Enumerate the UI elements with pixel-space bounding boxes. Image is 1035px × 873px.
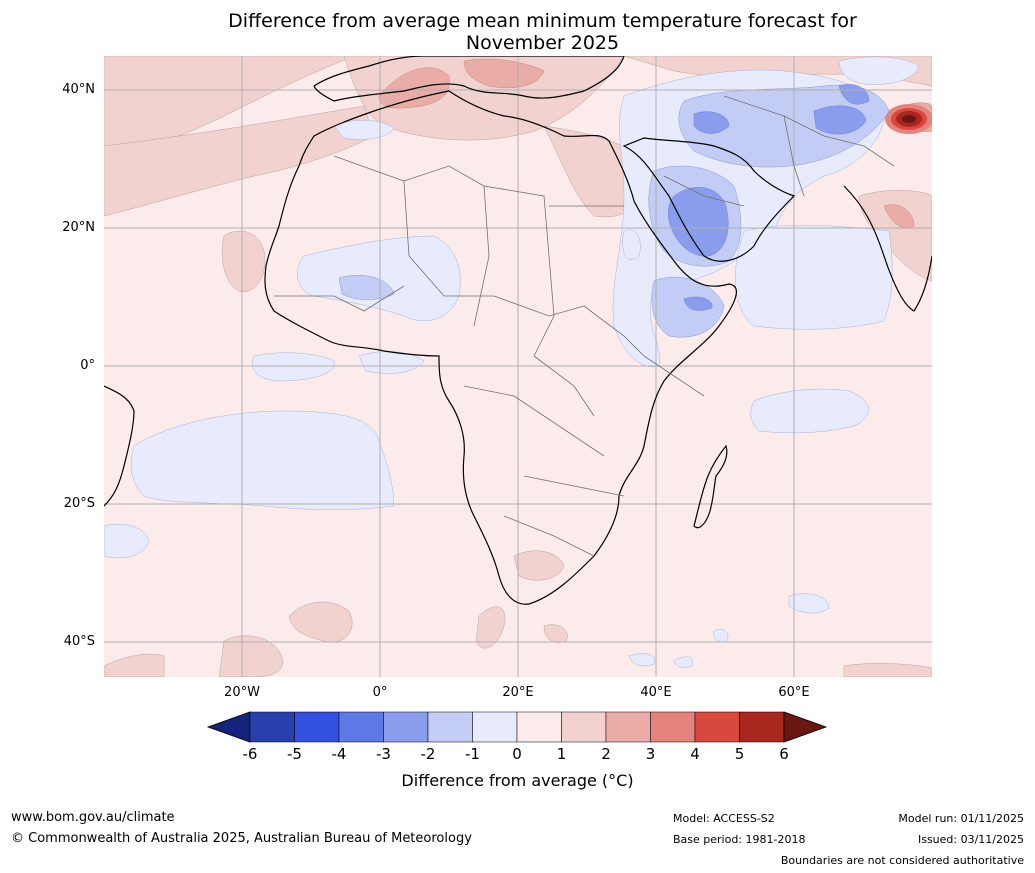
colorbar-tick-label: 0 bbox=[512, 745, 522, 763]
title-line-2: November 2025 bbox=[465, 32, 620, 54]
lat-label-40s: 40°S bbox=[63, 634, 95, 649]
colorbar-segment bbox=[561, 711, 607, 743]
footer-disclaimer: Boundaries are not considered authoritat… bbox=[780, 854, 1024, 867]
lon-label-60e: 60°E bbox=[778, 685, 810, 700]
colorbar-segment bbox=[739, 711, 785, 743]
lat-label-20n: 20°N bbox=[62, 220, 95, 235]
footer-website[interactable]: www.bom.gov.au/climate bbox=[11, 810, 175, 825]
coastlines bbox=[104, 56, 932, 605]
country-borders bbox=[274, 95, 895, 557]
colorbar-tick-label: -1 bbox=[465, 745, 480, 763]
colorbar-segment bbox=[650, 711, 696, 743]
lon-label-0: 0° bbox=[372, 685, 388, 700]
chart-title: Difference from average mean minimum tem… bbox=[0, 10, 1035, 54]
colorbar-tick-label: -3 bbox=[376, 745, 391, 763]
lat-label-equator: 0° bbox=[80, 358, 95, 373]
lat-label-20s: 20°S bbox=[63, 496, 95, 511]
footer-model: Model: ACCESS-S2 bbox=[673, 812, 775, 825]
colorbar-segment bbox=[605, 711, 651, 743]
graticule bbox=[104, 56, 932, 677]
colorbar-tick-label: 5 bbox=[735, 745, 745, 763]
lon-label-20e: 20°E bbox=[502, 685, 534, 700]
footer-model-run: Model run: 01/11/2025 bbox=[898, 812, 1024, 825]
lat-label-40n: 40°N bbox=[62, 82, 95, 97]
colorbar-tick-label: -5 bbox=[287, 745, 302, 763]
colorbar: -6 -5 -4 -3 -2 -1 0 1 2 3 4 5 6 bbox=[206, 711, 828, 763]
colorbar-segment bbox=[427, 711, 473, 743]
colorbar-tick-label: 2 bbox=[601, 745, 611, 763]
colorbar-tick-label: 1 bbox=[557, 745, 567, 763]
colorbar-segment bbox=[694, 711, 740, 743]
colorbar-extend-low bbox=[206, 711, 251, 743]
map-panel bbox=[104, 56, 932, 677]
colorbar-tick-label: -2 bbox=[421, 745, 436, 763]
colorbar-tick-label: 4 bbox=[690, 745, 700, 763]
lon-label-40e: 40°E bbox=[640, 685, 672, 700]
colorbar-segment bbox=[294, 711, 340, 743]
colorbar-tick-label: 6 bbox=[779, 745, 789, 763]
colorbar-segment bbox=[338, 711, 384, 743]
colorbar-segment bbox=[516, 711, 562, 743]
colorbar-segment bbox=[249, 711, 295, 743]
footer-base-period: Base period: 1981-2018 bbox=[673, 833, 806, 846]
colorbar-segment bbox=[383, 711, 429, 743]
forecast-map bbox=[104, 56, 932, 677]
colorbar-tick-label: -4 bbox=[332, 745, 347, 763]
colorbar-segment bbox=[472, 711, 518, 743]
colorbar-tick-label: 3 bbox=[646, 745, 656, 763]
footer-issued: Issued: 03/11/2025 bbox=[917, 833, 1024, 846]
footer-copyright: © Commonwealth of Australia 2025, Austra… bbox=[11, 831, 472, 846]
title-line-1: Difference from average mean minimum tem… bbox=[228, 10, 857, 32]
lon-label-20w: 20°W bbox=[224, 685, 260, 700]
colorbar-title: Difference from average (°C) bbox=[401, 771, 634, 790]
colorbar-extend-high bbox=[783, 711, 828, 743]
cool-anomaly-minus3-minus2 bbox=[667, 84, 870, 311]
hot-spot bbox=[885, 104, 932, 134]
colorbar-tick-label: -6 bbox=[243, 745, 258, 763]
